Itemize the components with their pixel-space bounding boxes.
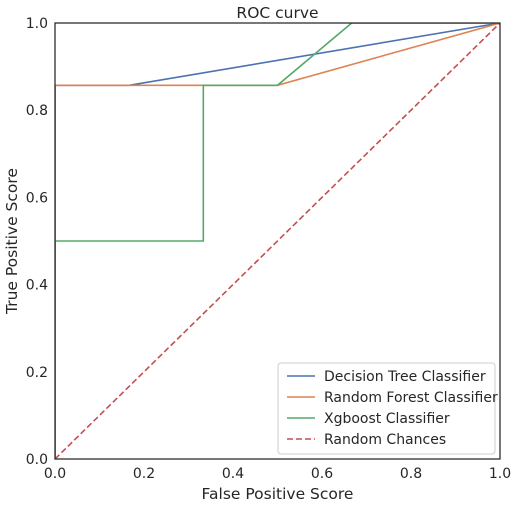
series-line-random-forest-classifier — [55, 23, 500, 459]
y-tick-label: 0.6 — [26, 190, 48, 206]
legend-entry-label: Decision Tree Classifier — [324, 369, 486, 385]
y-tick-label: 0.4 — [26, 278, 48, 294]
legend: Decision Tree Classifier Random Forest Cl… — [277, 362, 498, 455]
series-layer — [55, 23, 500, 459]
y-tick-label: 0.0 — [26, 452, 48, 468]
x-tick-label: 0.0 — [44, 466, 66, 482]
plot-frame — [54, 22, 501, 460]
series-line-xgboost-classifier — [55, 23, 500, 459]
y-axis-label: True Positive Score — [3, 168, 21, 315]
x-axis-ticks: 0.0 0.2 0.4 0.6 0.8 1.0 — [44, 466, 511, 482]
legend-entry-label: Xgboost Classifier — [324, 411, 450, 427]
x-tick-label: 0.6 — [311, 466, 333, 482]
y-tick-label: 1.0 — [26, 16, 48, 32]
x-axis-label: False Positive Score — [202, 485, 354, 503]
y-tick-label: 0.8 — [26, 103, 48, 119]
series-line-random-chances — [55, 23, 500, 459]
legend-entry-label: Random Forest Classifier — [324, 390, 498, 406]
legend-entry-label: Random Chances — [324, 432, 446, 448]
x-tick-label: 1.0 — [489, 466, 511, 482]
x-tick-label: 0.8 — [400, 466, 422, 482]
y-axis-ticks: 0.0 0.2 0.4 0.6 0.8 1.0 — [26, 16, 48, 468]
legend-box — [277, 362, 496, 455]
chart-title: ROC curve — [236, 4, 318, 22]
x-tick-label: 0.4 — [222, 466, 244, 482]
x-tick-label: 0.2 — [133, 466, 155, 482]
y-tick-label: 0.2 — [26, 365, 48, 381]
